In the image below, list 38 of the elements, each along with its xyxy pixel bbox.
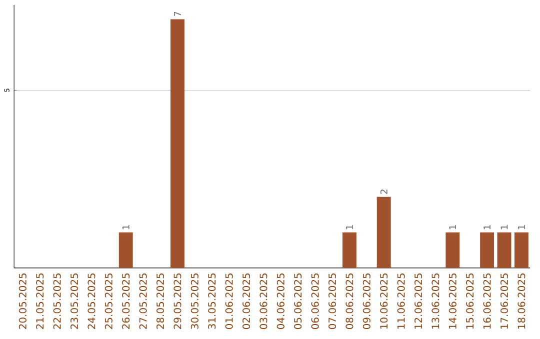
x-tick-label: 04.06.2025 bbox=[276, 274, 284, 330]
data-label: 1 bbox=[518, 225, 525, 230]
data-label: 1 bbox=[500, 225, 508, 230]
data-label: 1 bbox=[484, 225, 490, 230]
x-tick-label: 07.06.2025 bbox=[328, 274, 336, 330]
data-label: 2 bbox=[380, 190, 388, 194]
x-tick-label: 26.05.2025 bbox=[122, 274, 130, 330]
x-tick-label: 13.06.2025 bbox=[432, 274, 440, 329]
x-tick-label: 03.06.2025 bbox=[260, 274, 268, 330]
x-tick-label: 31.05.2025 bbox=[208, 274, 216, 330]
data-label: 1 bbox=[346, 225, 353, 230]
x-tick-label: 01.06.2025 bbox=[225, 274, 233, 330]
x-tick-label: 09.06.2025 bbox=[362, 274, 370, 330]
x-tick-label: 30.05.2025 bbox=[190, 274, 198, 330]
x-tick-label: 22.05.2025 bbox=[53, 274, 61, 330]
data-label: 1 bbox=[122, 225, 130, 230]
x-tick-label: 05.06.2025 bbox=[294, 274, 302, 330]
x-tick-label: 24.05.2025 bbox=[88, 274, 96, 330]
x-tick-label: 10.06.2025 bbox=[380, 274, 388, 329]
x-tick-label: 06.06.2025 bbox=[311, 274, 319, 330]
x-tick-label: 12.06.2025 bbox=[414, 274, 422, 329]
x-tick-label: 02.06.2025 bbox=[242, 274, 250, 330]
x-tick-label: 08.06.2025 bbox=[346, 274, 354, 330]
x-tick-label: 23.05.2025 bbox=[70, 274, 78, 330]
x-tick-label: 11.06.2025 bbox=[397, 274, 405, 329]
x-tick-label: 25.05.2025 bbox=[104, 274, 112, 330]
data-label: 7 bbox=[174, 12, 181, 16]
x-tick-label: 17.06.2025 bbox=[500, 274, 508, 329]
data-label: 1 bbox=[449, 225, 456, 230]
x-tick-label: 28.05.2025 bbox=[156, 274, 164, 330]
x-tick-label: 20.05.2025 bbox=[18, 274, 26, 330]
x-tick-label: 18.06.2025 bbox=[518, 274, 526, 329]
x-tick-label: 16.06.2025 bbox=[483, 274, 491, 329]
x-tick-label: 14.06.2025 bbox=[448, 274, 456, 329]
x-tick-label: 21.05.2025 bbox=[36, 274, 44, 330]
x-tick-label: 29.05.2025 bbox=[174, 274, 182, 330]
x-tick-label: 15.06.2025 bbox=[466, 274, 474, 329]
x-tick-label: 27.05.2025 bbox=[139, 274, 147, 330]
